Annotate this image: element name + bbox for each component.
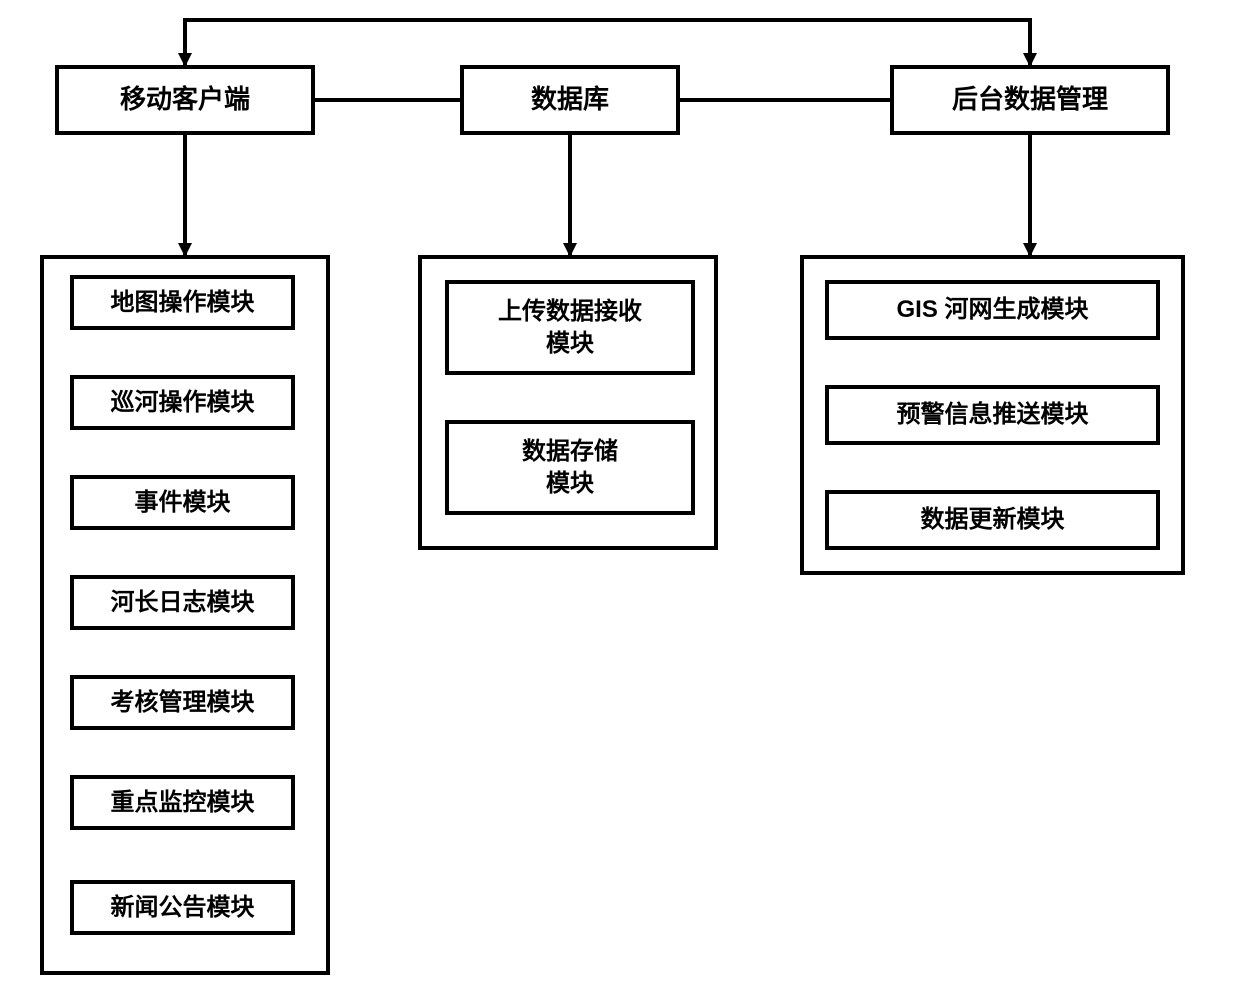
backend-module: GIS 河网生成模块 xyxy=(825,280,1160,340)
client-module: 地图操作模块 xyxy=(70,275,295,330)
module-label: 巡河操作模块 xyxy=(111,387,255,418)
module-label: 数据存储 模块 xyxy=(522,436,618,498)
top-node-backend: 后台数据管理 xyxy=(890,65,1170,135)
module-label: GIS 河网生成模块 xyxy=(896,294,1088,325)
top-node-label: 后台数据管理 xyxy=(952,83,1108,117)
client-module: 重点监控模块 xyxy=(70,775,295,830)
module-label: 河长日志模块 xyxy=(111,587,255,618)
client-module: 考核管理模块 xyxy=(70,675,295,730)
client-module: 河长日志模块 xyxy=(70,575,295,630)
module-label: 重点监控模块 xyxy=(111,787,255,818)
module-label: 考核管理模块 xyxy=(111,687,255,718)
module-label: 事件模块 xyxy=(135,487,231,518)
module-label: 上传数据接收 模块 xyxy=(498,296,642,358)
top-node-label: 数据库 xyxy=(531,83,609,117)
client-module: 新闻公告模块 xyxy=(70,880,295,935)
client-module: 事件模块 xyxy=(70,475,295,530)
db-module: 上传数据接收 模块 xyxy=(445,280,695,375)
top-node-db: 数据库 xyxy=(460,65,680,135)
connector xyxy=(185,20,1030,65)
module-label: 数据更新模块 xyxy=(921,504,1065,535)
backend-module: 数据更新模块 xyxy=(825,490,1160,550)
top-node-label: 移动客户端 xyxy=(120,83,250,117)
db-module: 数据存储 模块 xyxy=(445,420,695,515)
module-label: 预警信息推送模块 xyxy=(897,399,1089,430)
diagram-canvas: 移动客户端 数据库 后台数据管理地图操作模块巡河操作模块事件模块河长日志模块考核管理… xyxy=(0,0,1240,997)
client-module: 巡河操作模块 xyxy=(70,375,295,430)
backend-module: 预警信息推送模块 xyxy=(825,385,1160,445)
module-label: 地图操作模块 xyxy=(111,287,255,318)
module-label: 新闻公告模块 xyxy=(111,892,255,923)
top-node-client: 移动客户端 xyxy=(55,65,315,135)
